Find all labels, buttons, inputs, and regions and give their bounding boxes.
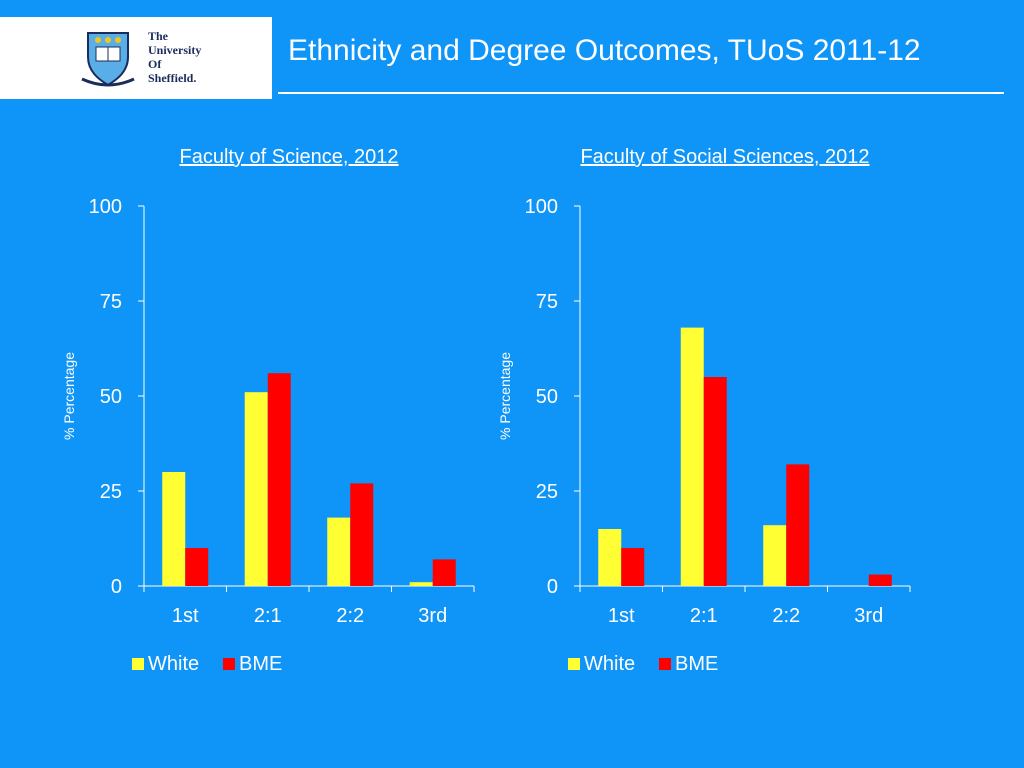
legend-label: White: [148, 653, 199, 675]
x-tick-label: 1st: [172, 605, 199, 627]
y-tick-label: 50: [536, 386, 558, 408]
bar-bme-3rd: [868, 574, 892, 586]
legend-label: White: [584, 653, 635, 675]
x-tick-label: 3rd: [418, 605, 447, 627]
bar-bme-2:2: [350, 483, 374, 586]
university-logo: The University Of Sheffield.: [0, 17, 272, 99]
legend-label: BME: [675, 653, 718, 675]
bar-bme-1st: [185, 548, 209, 586]
chart-social-sciences: Faculty of Social Sciences, 2012 % Percen…: [497, 146, 911, 675]
x-tick-label: 2:1: [690, 605, 718, 627]
x-tick-label: 2:1: [254, 605, 282, 627]
y-axis-label: % Percentage: [61, 352, 77, 440]
legend-swatch: [132, 658, 144, 670]
legend-swatch: [568, 658, 580, 670]
y-tick-label: 100: [89, 196, 122, 218]
bar-white-2:1: [680, 327, 704, 586]
university-crest-icon: [81, 32, 135, 87]
bar-white-2:1: [244, 392, 268, 586]
y-axis-label: % Percentage: [497, 352, 513, 440]
y-tick-label: 75: [100, 291, 122, 313]
x-tick-label: 1st: [608, 605, 635, 627]
x-tick-label: 2:2: [772, 605, 800, 627]
bar-bme-1st: [621, 548, 645, 586]
legend-label: BME: [239, 653, 282, 675]
logo-line: University: [148, 43, 202, 57]
logo-line: Of: [148, 57, 162, 71]
bar-white-2:2: [763, 525, 787, 586]
y-tick-label: 50: [100, 386, 122, 408]
bar-white-1st: [598, 529, 622, 586]
title-divider: [278, 92, 1004, 94]
page-title: Ethnicity and Degree Outcomes, TUoS 2011…: [288, 34, 921, 67]
logo-line: Sheffield.: [148, 71, 197, 85]
bar-white-2:2: [327, 517, 351, 586]
legend-swatch: [659, 658, 671, 670]
bar-bme-2:1: [703, 377, 727, 586]
chart-title: Faculty of Social Sciences, 2012: [580, 146, 869, 168]
legend-swatch: [223, 658, 235, 670]
bar-white-1st: [162, 472, 186, 586]
chart-science: Faculty of Science, 2012 % Percentage 0 25 5…: [61, 146, 475, 675]
x-tick-label: 2:2: [336, 605, 364, 627]
chart-title: Faculty of Science, 2012: [179, 146, 398, 168]
y-tick-label: 25: [100, 481, 122, 503]
y-tick-label: 75: [536, 291, 558, 313]
bar-white-3rd: [409, 582, 433, 586]
y-tick-label: 0: [111, 576, 122, 598]
y-tick-label: 0: [547, 576, 558, 598]
y-tick-label: 25: [536, 481, 558, 503]
bar-bme-2:1: [267, 373, 291, 586]
bar-bme-2:2: [786, 464, 810, 586]
logo-wordmark: The University Of Sheffield.: [148, 29, 201, 85]
y-tick-label: 100: [525, 196, 558, 218]
x-tick-label: 3rd: [854, 605, 883, 627]
bar-bme-3rd: [432, 559, 456, 586]
logo-line: The: [148, 29, 169, 43]
